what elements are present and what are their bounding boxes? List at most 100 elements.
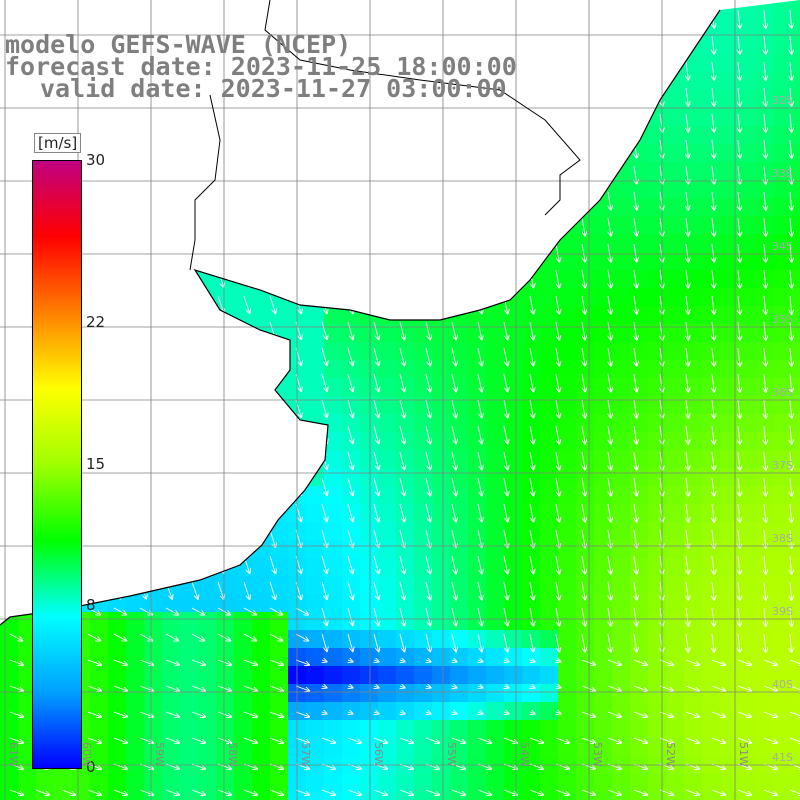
- wind-speed-cell: [0, 504, 19, 523]
- wind-arrow: [373, 451, 379, 469]
- wind-speed-cell: [360, 774, 379, 793]
- wind-arrow: [113, 737, 127, 743]
- wind-arrow: [9, 243, 17, 260]
- wind-speed-cell: [270, 774, 289, 793]
- wind-arrow: [555, 737, 569, 743]
- wind-arrow: [165, 321, 172, 339]
- wind-arrow: [764, 139, 766, 158]
- wind-speed-cell: [702, 540, 721, 559]
- wind-speed-cell: [126, 342, 145, 361]
- wind-speed-cell: [252, 702, 271, 721]
- wind-speed-cell: [108, 162, 127, 181]
- wind-speed-cell: [792, 126, 800, 145]
- wind-arrow: [425, 737, 439, 743]
- wind-speed-cell: [198, 306, 217, 325]
- wind-speed-cell: [540, 630, 559, 649]
- wind-speed-cell: [198, 450, 217, 469]
- wind-speed-cell: [630, 486, 649, 505]
- wind-speed-cell: [486, 288, 505, 307]
- wind-speed-cell: [342, 252, 361, 271]
- wind-speed-cell: [0, 720, 19, 739]
- wind-arrow: [191, 659, 205, 665]
- wind-speed-cell: [522, 54, 541, 73]
- wind-speed-cell: [396, 666, 415, 685]
- wind-speed-cell: [252, 360, 271, 379]
- wind-speed-cell: [378, 774, 397, 793]
- wind-speed-cell: [468, 0, 487, 19]
- wind-speed-cell: [90, 216, 109, 235]
- wind-speed-cell: [198, 558, 217, 577]
- wind-speed-cell: [108, 396, 127, 415]
- wind-speed-cell: [630, 684, 649, 703]
- wind-speed-cell: [774, 774, 793, 793]
- wind-arrow: [581, 87, 585, 106]
- wind-speed-cell: [612, 774, 631, 793]
- wind-speed-cell: [378, 468, 397, 487]
- wind-speed-cell: [396, 126, 415, 145]
- wind-arrow: [139, 243, 146, 261]
- wind-speed-cell: [324, 108, 343, 127]
- wind-speed-cell: [558, 342, 577, 361]
- wind-speed-cell: [144, 702, 163, 721]
- wind-arrow: [764, 321, 766, 340]
- wind-speed-cell: [738, 306, 757, 325]
- wind-arrow: [321, 113, 327, 131]
- wind-arrow: [165, 295, 172, 313]
- wind-speed-cell: [234, 594, 253, 613]
- longitude-label: 58W: [226, 742, 239, 767]
- wind-speed-cell: [162, 468, 181, 487]
- wind-speed-cell: [432, 306, 451, 325]
- wind-speed-cell: [252, 396, 271, 415]
- wind-arrow: [451, 269, 456, 288]
- wind-speed-cell: [576, 450, 595, 469]
- wind-arrow: [9, 295, 17, 312]
- wind-speed-cell: [450, 648, 469, 667]
- wind-speed-cell: [342, 342, 361, 361]
- wind-speed-cell: [594, 36, 613, 55]
- wind-arrow: [790, 347, 792, 366]
- wind-speed-cell: [198, 684, 217, 703]
- wind-arrow: [555, 633, 559, 652]
- wind-speed-cell: [234, 198, 253, 217]
- wind-speed-cell: [162, 414, 181, 433]
- wind-speed-cell: [738, 414, 757, 433]
- wind-arrow: [269, 659, 283, 665]
- wind-speed-cell: [450, 792, 469, 800]
- wind-arrow: [790, 399, 792, 418]
- wind-speed-cell: [702, 594, 721, 613]
- wind-speed-cell: [648, 180, 667, 199]
- wind-speed-cell: [612, 306, 631, 325]
- wind-arrow: [738, 295, 740, 314]
- wind-speed-cell: [720, 540, 739, 559]
- wind-speed-cell: [306, 288, 325, 307]
- wind-arrow: [425, 555, 430, 573]
- wind-speed-cell: [396, 630, 415, 649]
- wind-speed-cell: [234, 630, 253, 649]
- wind-speed-cell: [144, 540, 163, 559]
- wind-arrow: [790, 139, 792, 158]
- wind-speed-cell: [126, 216, 145, 235]
- wind-speed-cell: [234, 792, 253, 800]
- wind-speed-cell: [90, 288, 109, 307]
- wind-arrow: [87, 295, 95, 313]
- wind-speed-cell: [414, 180, 433, 199]
- wind-speed-cell: [324, 288, 343, 307]
- wind-speed-cell: [198, 648, 217, 667]
- wind-arrow: [9, 477, 17, 494]
- wind-speed-cell: [666, 0, 685, 19]
- wind-speed-cell: [774, 432, 793, 451]
- wind-speed-cell: [180, 126, 199, 145]
- wind-arrow: [9, 607, 22, 615]
- wind-speed-cell: [234, 702, 253, 721]
- wind-speed-cell: [756, 126, 775, 145]
- wind-speed-cell: [252, 468, 271, 487]
- wind-speed-cell: [378, 450, 397, 469]
- wind-arrow: [764, 607, 766, 626]
- longitude-label: 52W: [664, 742, 677, 767]
- wind-arrow: [87, 113, 95, 131]
- wind-arrow: [113, 399, 120, 417]
- wind-speed-cell: [576, 540, 595, 559]
- wind-arrow: [686, 425, 688, 444]
- wind-speed-cell: [252, 540, 271, 559]
- wind-speed-cell: [486, 702, 505, 721]
